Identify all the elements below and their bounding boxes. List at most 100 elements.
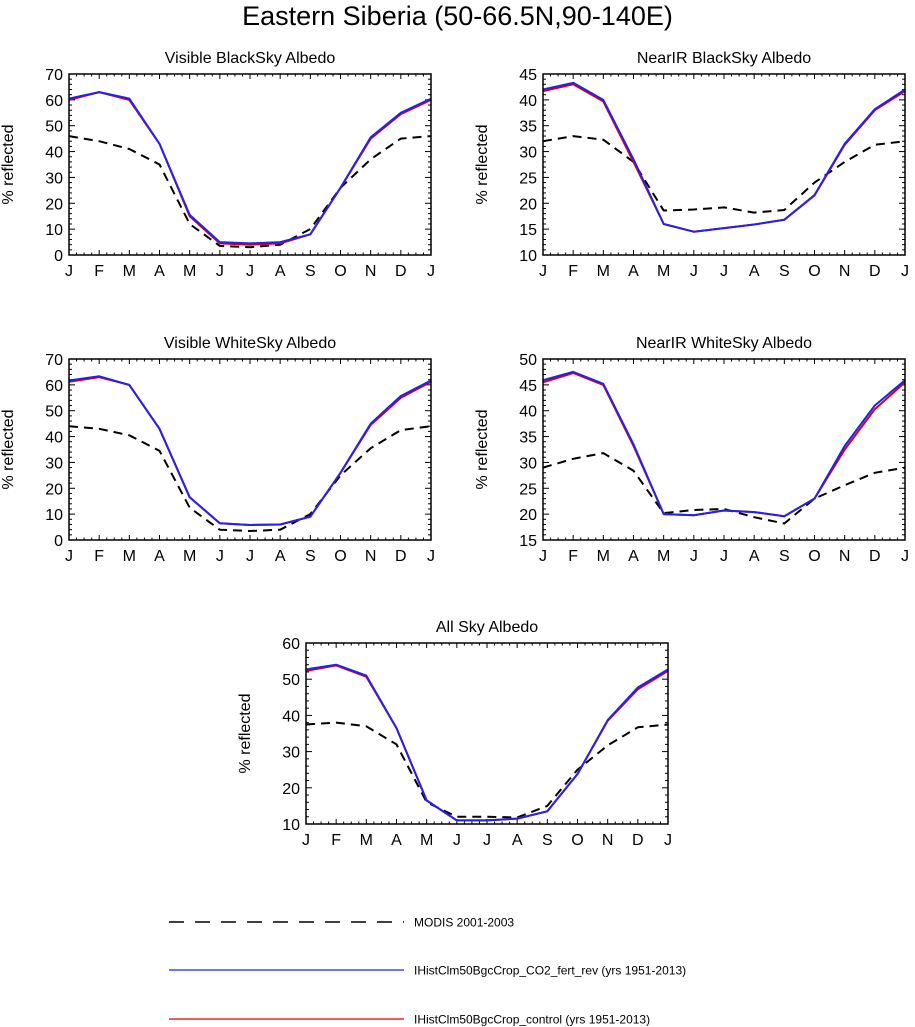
- x-tick-label: S: [305, 548, 316, 565]
- y-tick-label: 15: [519, 533, 537, 550]
- x-tick-label: J: [901, 548, 909, 565]
- x-tick-label: O: [334, 263, 346, 280]
- x-tick-label: F: [94, 263, 104, 280]
- y-axis-label: % reflected: [0, 409, 17, 489]
- plot-frame: [68, 73, 432, 256]
- y-tick-label: 50: [45, 404, 63, 421]
- legend: MODIS 2001-2003 IHistClm50BgcCrop_CO2_fer…: [169, 916, 686, 1027]
- x-tick-label: S: [779, 548, 790, 565]
- x-tick-label: J: [216, 263, 224, 280]
- x-tick-label: A: [275, 548, 286, 565]
- x-tick-label: N: [839, 263, 851, 280]
- y-tick-label: 50: [282, 672, 300, 689]
- x-tick-label: J: [216, 548, 224, 565]
- x-tick-label: A: [512, 832, 523, 849]
- x-tick-label: D: [395, 263, 407, 280]
- x-tick-label: J: [539, 548, 547, 565]
- panel-title: Visible WhiteSky Albedo: [164, 335, 336, 352]
- x-tick-label: M: [420, 832, 433, 849]
- series-line-control: [542, 372, 906, 518]
- series-line-co2_fert_rev: [305, 663, 669, 822]
- x-tick-label: O: [571, 832, 583, 849]
- series-line-modis: [542, 135, 906, 214]
- x-tick-label: D: [632, 832, 644, 849]
- x-tick-label: J: [65, 263, 73, 280]
- y-tick-label: 70: [45, 352, 63, 369]
- y-tick-label: 0: [54, 533, 63, 550]
- plot-frame: [305, 642, 669, 825]
- x-tick-label: J: [483, 832, 491, 849]
- series-line-co2_fert_rev: [68, 91, 432, 245]
- x-tick-label: M: [657, 548, 670, 565]
- y-axis-label: % reflected: [0, 124, 17, 204]
- x-tick-label: J: [302, 832, 310, 849]
- x-tick-label: A: [154, 548, 165, 565]
- y-tick-label: 70: [45, 67, 63, 84]
- series-line-modis: [542, 452, 906, 525]
- y-tick-label: 30: [45, 455, 63, 472]
- y-tick-label: 40: [45, 145, 63, 162]
- legend-label-co2_fert_rev: IHistClm50BgcCrop_CO2_fert_rev (yrs 1951…: [414, 964, 686, 978]
- x-tick-label: N: [602, 832, 614, 849]
- series-line-modis: [305, 721, 669, 819]
- series-line-modis: [68, 425, 432, 532]
- panel-visible-whitesky: Visible WhiteSky Albedo % reflected J F M A M J…: [0, 335, 435, 565]
- x-tick-label: N: [365, 548, 377, 565]
- x-tick-label: A: [749, 263, 760, 280]
- y-tick-label: 45: [519, 378, 537, 395]
- y-tick-label: 20: [45, 481, 63, 498]
- plot-frame: [542, 358, 906, 541]
- y-tick-label: 30: [45, 170, 63, 187]
- x-tick-label: D: [869, 548, 881, 565]
- x-tick-label: J: [690, 548, 698, 565]
- x-tick-label: D: [395, 548, 407, 565]
- y-tick-label: 40: [519, 404, 537, 421]
- y-axis-label: % reflected: [474, 409, 491, 489]
- x-tick-label: D: [869, 263, 881, 280]
- legend-label-control: IHistClm50BgcCrop_control (yrs 1951-2013…: [414, 1013, 650, 1027]
- y-tick-label: 60: [45, 93, 63, 110]
- y-tick-label: 20: [45, 196, 63, 213]
- x-tick-label: A: [391, 832, 402, 849]
- x-tick-label: J: [720, 263, 728, 280]
- x-tick-label: A: [154, 263, 165, 280]
- x-tick-label: A: [628, 548, 639, 565]
- x-tick-label: M: [123, 548, 136, 565]
- y-tick-label: 10: [45, 222, 63, 239]
- x-tick-label: J: [246, 263, 254, 280]
- x-tick-label: J: [690, 263, 698, 280]
- x-tick-label: N: [365, 263, 377, 280]
- y-tick-label: 40: [45, 430, 63, 447]
- series-line-co2_fert_rev: [542, 81, 906, 233]
- y-tick-label: 25: [519, 170, 537, 187]
- y-tick-label: 10: [45, 507, 63, 524]
- x-tick-label: A: [749, 548, 760, 565]
- series-line-control: [68, 91, 432, 246]
- x-tick-label: N: [839, 548, 851, 565]
- panel-title: All Sky Albedo: [436, 619, 538, 636]
- x-tick-label: S: [542, 832, 553, 849]
- x-tick-label: A: [628, 263, 639, 280]
- y-tick-label: 50: [45, 119, 63, 136]
- x-tick-label: S: [305, 263, 316, 280]
- figure-title: Eastern Siberia (50-66.5N,90-140E): [242, 1, 673, 31]
- panel-title: NearIR WhiteSky Albedo: [636, 335, 812, 352]
- y-tick-label: 60: [45, 378, 63, 395]
- y-tick-label: 10: [519, 248, 537, 265]
- x-tick-label: J: [664, 832, 672, 849]
- x-tick-label: M: [657, 263, 670, 280]
- y-tick-label: 30: [282, 745, 300, 762]
- y-tick-label: 40: [282, 708, 300, 725]
- x-tick-label: M: [183, 548, 196, 565]
- x-tick-label: J: [901, 263, 909, 280]
- series-line-modis: [68, 135, 432, 249]
- series-line-co2_fert_rev: [542, 370, 906, 518]
- legend-label-modis: MODIS 2001-2003: [414, 916, 514, 930]
- x-tick-label: O: [808, 548, 820, 565]
- y-tick-label: 30: [519, 455, 537, 472]
- x-tick-label: F: [568, 263, 578, 280]
- x-tick-label: S: [779, 263, 790, 280]
- y-tick-label: 50: [519, 352, 537, 369]
- y-tick-label: 15: [519, 222, 537, 239]
